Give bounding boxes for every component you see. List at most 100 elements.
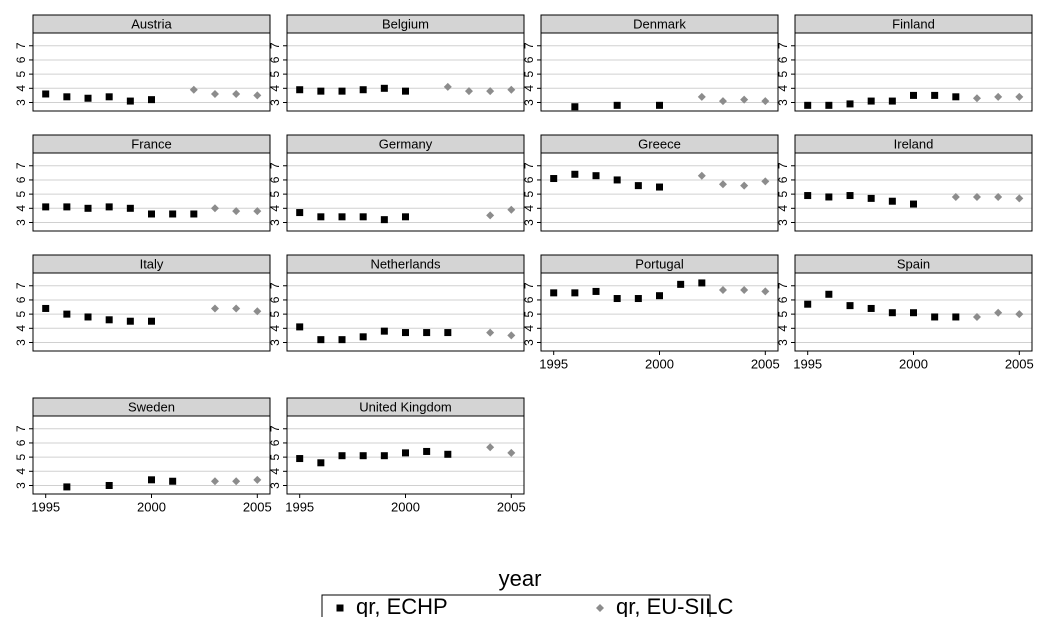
point <box>740 181 749 190</box>
point <box>402 213 409 221</box>
panel-title: Ireland <box>894 136 934 151</box>
legend-marker <box>336 604 344 612</box>
point <box>253 475 262 484</box>
y-tick-label: 3 <box>776 219 790 226</box>
point <box>931 313 939 321</box>
point <box>148 317 155 325</box>
point <box>296 455 304 463</box>
point <box>444 329 452 337</box>
y-tick-label: 6 <box>14 176 28 183</box>
point <box>571 289 579 297</box>
point <box>718 180 727 189</box>
point <box>804 300 812 308</box>
y-tick-label: 4 <box>14 325 28 332</box>
point <box>380 216 388 224</box>
y-tick-label: 6 <box>268 56 282 63</box>
y-tick-label: 6 <box>776 176 790 183</box>
panel-frame <box>286 152 525 232</box>
point <box>846 302 854 310</box>
y-tick-label: 5 <box>268 453 282 460</box>
panel-title: Sweden <box>128 399 175 414</box>
y-tick-label: 6 <box>776 296 790 303</box>
legend-label: qr, ECHP <box>356 594 448 617</box>
y-tick-label: 4 <box>268 205 282 212</box>
panel-title: Belgium <box>382 16 429 31</box>
panel-frame <box>794 32 1033 112</box>
panel-frame <box>286 272 525 352</box>
x-axis-label: year <box>499 566 542 591</box>
point <box>972 312 981 321</box>
point <box>486 87 495 96</box>
panel-frame <box>540 272 779 352</box>
y-tick-label: 3 <box>268 339 282 346</box>
panel-title: Austria <box>131 16 172 31</box>
point <box>698 279 706 287</box>
panel-title: Greece <box>638 136 681 151</box>
point <box>972 94 981 103</box>
point <box>232 477 241 486</box>
point <box>338 452 346 460</box>
point <box>317 213 325 221</box>
point <box>42 203 50 211</box>
point <box>380 327 388 335</box>
panel-title: Denmark <box>633 16 686 31</box>
y-tick-label: 6 <box>776 56 790 63</box>
y-tick-label: 5 <box>776 190 790 197</box>
y-tick-label: 5 <box>14 70 28 77</box>
point <box>550 289 558 297</box>
y-tick-label: 6 <box>268 176 282 183</box>
y-tick-label: 6 <box>268 439 282 446</box>
y-tick-label: 7 <box>268 162 282 169</box>
y-tick-label: 5 <box>522 70 536 77</box>
y-tick-label: 6 <box>522 176 536 183</box>
point <box>148 476 155 484</box>
panel-title: Spain <box>897 256 930 271</box>
point <box>148 210 155 218</box>
point <box>126 97 134 105</box>
point <box>105 93 113 101</box>
y-tick-label: 4 <box>268 325 282 332</box>
point <box>507 205 516 214</box>
point <box>148 96 155 104</box>
point <box>296 209 304 217</box>
point <box>740 286 749 295</box>
point <box>571 103 579 111</box>
panel-title: United Kingdom <box>359 399 452 414</box>
point <box>317 336 325 344</box>
y-tick-label: 6 <box>522 296 536 303</box>
legend-label: qr, EU-SILC <box>616 594 733 617</box>
y-tick-label: 3 <box>522 219 536 226</box>
point <box>402 449 409 457</box>
point <box>380 84 388 92</box>
point <box>296 323 304 331</box>
y-tick-label: 4 <box>522 205 536 212</box>
point <box>761 287 770 296</box>
y-tick-label: 4 <box>776 205 790 212</box>
x-tick-label: 2005 <box>243 499 272 514</box>
point <box>656 101 663 109</box>
panel-frame <box>540 152 779 232</box>
point <box>338 336 346 344</box>
y-tick-label: 7 <box>776 42 790 49</box>
y-tick-label: 5 <box>522 310 536 317</box>
panel-title: Finland <box>892 16 935 31</box>
point <box>867 304 875 312</box>
y-tick-label: 6 <box>14 56 28 63</box>
y-tick-label: 7 <box>522 162 536 169</box>
x-tick-label: 1995 <box>539 356 568 371</box>
legend-marker <box>596 604 604 612</box>
point <box>910 309 917 317</box>
x-tick-label: 2005 <box>497 499 526 514</box>
point <box>1015 194 1024 203</box>
point <box>253 91 262 100</box>
y-tick-label: 3 <box>776 99 790 106</box>
y-tick-label: 6 <box>268 296 282 303</box>
point <box>169 477 177 485</box>
y-tick-label: 3 <box>268 219 282 226</box>
y-tick-label: 7 <box>14 162 28 169</box>
y-tick-label: 4 <box>522 325 536 332</box>
y-tick-label: 5 <box>268 310 282 317</box>
y-tick-label: 3 <box>268 482 282 489</box>
panel-title: Germany <box>379 136 433 151</box>
point <box>592 172 600 180</box>
